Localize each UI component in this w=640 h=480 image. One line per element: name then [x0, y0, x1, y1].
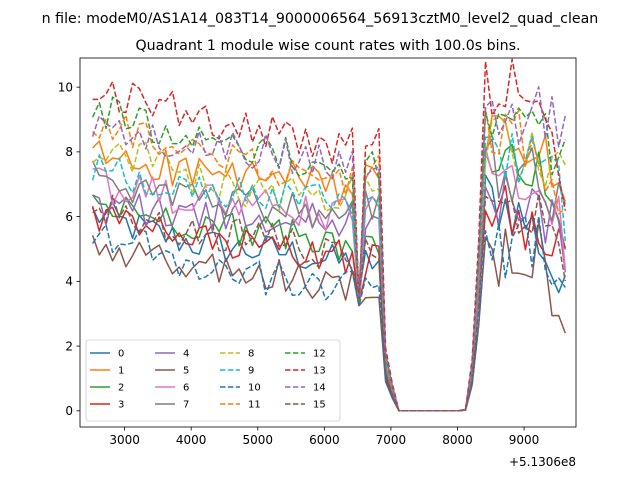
legend-label-0: 0 — [118, 349, 124, 360]
y-axis: 0 2 4 6 8 10 — [58, 80, 80, 418]
y-tick-label: 8 — [65, 145, 73, 159]
series-layer — [91, 58, 567, 412]
legend-label-10: 10 — [248, 383, 261, 394]
legend-label-6: 6 — [183, 383, 189, 394]
figure-suptitle: n file: modeM0/AS1A14_083T14_9000006564_… — [42, 11, 599, 27]
y-tick-label: 0 — [65, 404, 73, 418]
legend-label-1: 1 — [118, 366, 124, 377]
series-line-15 — [92, 192, 567, 412]
axes-frame — [79, 57, 577, 428]
legend-label-15: 15 — [313, 400, 326, 411]
legend-label-9: 9 — [248, 366, 254, 377]
x-tick-label: 4000 — [176, 433, 207, 447]
chart-title: Quadrant 1 module wise count rates with … — [135, 38, 520, 54]
series-line-7 — [91, 138, 567, 412]
x-tick-label: 6000 — [309, 433, 340, 447]
y-tick-label: 2 — [65, 339, 73, 353]
series-line-12 — [91, 96, 567, 412]
series-line-3 — [91, 185, 567, 412]
series-line-9 — [91, 132, 567, 412]
series-line-5 — [91, 220, 567, 412]
series-line-8 — [92, 116, 566, 412]
y-tick-label: 4 — [65, 275, 73, 289]
legend-label-5: 5 — [183, 366, 189, 377]
x-axis: 3000 4000 5000 6000 7000 8000 9000 — [109, 427, 539, 447]
legend-label-14: 14 — [313, 383, 326, 394]
x-tick-label: 7000 — [376, 433, 407, 447]
x-offset-label: +5.1306e8 — [509, 455, 576, 469]
legend-box — [85, 339, 341, 422]
y-tick-label: 10 — [58, 80, 73, 94]
legend-label-3: 3 — [118, 400, 124, 411]
legend-label-11: 11 — [248, 400, 261, 411]
series-line-11 — [92, 107, 566, 412]
series-line-14 — [91, 86, 567, 412]
series-line-4 — [92, 173, 567, 412]
series-line-0 — [91, 174, 567, 412]
series-line-6 — [92, 147, 567, 412]
legend-label-4: 4 — [183, 349, 189, 360]
legend-label-7: 7 — [183, 400, 189, 411]
series-line-10 — [91, 215, 566, 412]
legend-label-12: 12 — [313, 349, 326, 360]
series-line-13 — [92, 58, 567, 412]
legend-label-8: 8 — [248, 349, 254, 360]
x-tick-label: 5000 — [242, 433, 273, 447]
y-tick-label: 6 — [65, 210, 73, 224]
legend-label-2: 2 — [118, 383, 124, 394]
x-tick-label: 3000 — [109, 433, 140, 447]
x-tick-label: 9000 — [509, 433, 540, 447]
x-tick-label: 8000 — [442, 433, 473, 447]
legend-label-13: 13 — [313, 366, 326, 377]
